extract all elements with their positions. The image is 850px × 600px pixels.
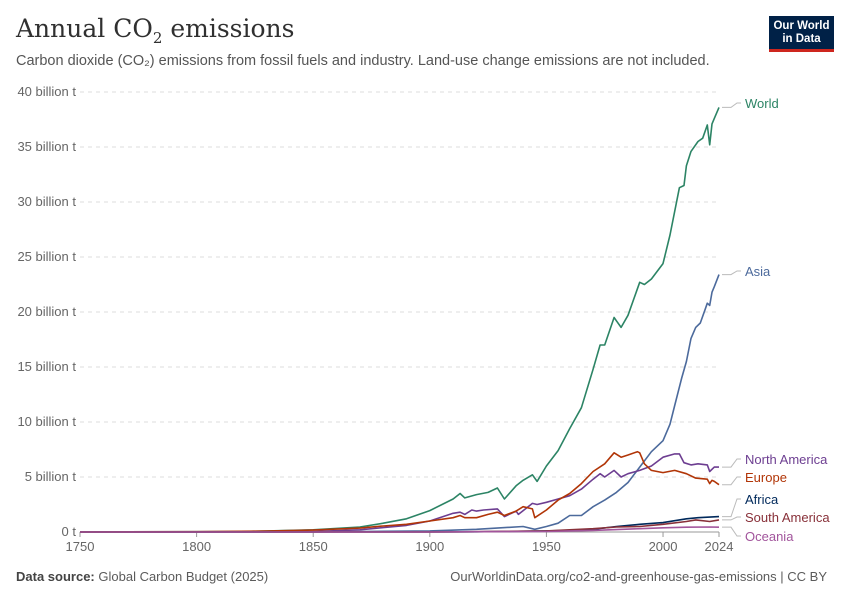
label-connector — [722, 526, 741, 537]
x-tick-label: 1850 — [299, 539, 328, 554]
series-label-south-america[interactable]: South America — [745, 510, 830, 525]
series-labels: World Asia North America Europe Africa South … — [722, 96, 830, 544]
series-line-asia[interactable] — [80, 274, 720, 533]
y-tick-label: 40 billion t — [17, 84, 76, 99]
x-tick-label: 2024 — [705, 539, 734, 554]
y-tick-label: 20 billion t — [17, 304, 76, 319]
chart-title: Annual CO2 emissions — [16, 14, 295, 47]
series-line-europe[interactable] — [79, 450, 720, 533]
x-axis-ticks: 1750 1800 1850 1900 1950 2000 2024 — [66, 532, 734, 554]
y-tick-label: 0 t — [62, 524, 77, 539]
series-label-africa[interactable]: Africa — [745, 492, 779, 507]
series-label-world[interactable]: World — [745, 96, 779, 111]
y-tick-label: 25 billion t — [17, 249, 76, 264]
chart-subtitle: Carbon dioxide (CO₂) emissions from foss… — [16, 53, 710, 69]
series-label-oceania[interactable]: Oceania — [745, 529, 794, 544]
logo-line-2: in Data — [782, 32, 821, 45]
source-link[interactable]: Global Carbon Budget (2025) — [98, 569, 269, 584]
owid-logo[interactable]: Our World in Data — [769, 16, 834, 52]
x-tick-label: 1900 — [415, 539, 444, 554]
label-connector — [722, 476, 741, 486]
series-line-world[interactable] — [79, 107, 720, 533]
label-connector — [722, 516, 741, 521]
footer-url[interactable]: OurWorldinData.org/co2-and-greenhouse-ga… — [450, 569, 827, 584]
label-connector — [722, 458, 741, 468]
y-tick-label: 10 billion t — [17, 414, 76, 429]
y-tick-label: 15 billion t — [17, 359, 76, 374]
grid-lines — [80, 91, 719, 533]
y-tick-label: 5 billion t — [25, 469, 77, 484]
x-tick-label: 1950 — [532, 539, 561, 554]
label-connector — [722, 270, 741, 276]
x-tick-label: 2000 — [649, 539, 678, 554]
label-connector — [722, 498, 741, 518]
source-label: Data source: — [16, 569, 95, 584]
logo-line-1: Our World — [773, 19, 830, 32]
y-axis-ticks: 0 t 5 billion t 10 billion t 15 billion t 20… — [17, 84, 76, 539]
series-label-asia[interactable]: Asia — [745, 264, 771, 279]
y-tick-label: 30 billion t — [17, 194, 76, 209]
series-line-north-america[interactable] — [80, 453, 719, 533]
label-connector — [722, 102, 741, 108]
y-tick-label: 35 billion t — [17, 139, 76, 154]
series-label-europe[interactable]: Europe — [745, 470, 787, 485]
x-tick-label: 1800 — [182, 539, 211, 554]
x-tick-label: 1750 — [66, 539, 95, 554]
series-label-north-america[interactable]: North America — [745, 452, 828, 467]
footer-source: Data source: Global Carbon Budget (2025) — [16, 569, 268, 584]
series-line-oceania[interactable] — [80, 526, 720, 533]
series-lines — [79, 107, 720, 533]
